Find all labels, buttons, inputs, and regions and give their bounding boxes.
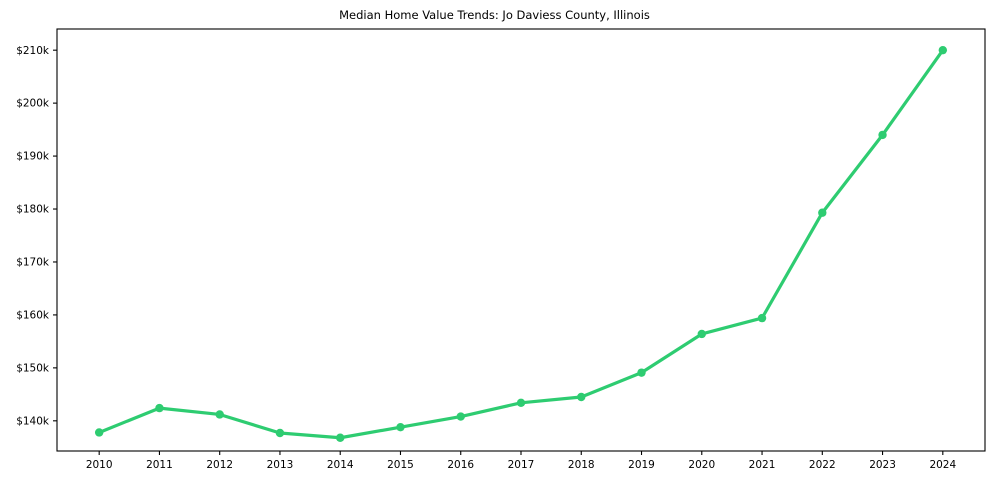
y-tick-label: $170k <box>16 257 50 269</box>
data-point-marker <box>516 398 526 408</box>
data-point-marker <box>637 368 646 377</box>
y-tick-label: $200k <box>16 98 50 110</box>
data-point-marker <box>878 130 887 140</box>
data-point-marker <box>94 428 104 437</box>
data-point-marker <box>818 208 827 217</box>
x-tick-label: 2020 <box>688 459 715 471</box>
x-tick-label: 2014 <box>327 459 354 471</box>
data-point-marker <box>215 410 224 419</box>
x-tick-label: 2021 <box>749 459 776 471</box>
x-tick-label: 2010 <box>86 459 113 471</box>
data-point-marker <box>275 428 285 438</box>
y-tick-label: $180k <box>16 204 50 216</box>
data-point-marker <box>456 412 465 421</box>
x-tick-label: 2012 <box>206 459 233 471</box>
x-tick-label: 2011 <box>146 459 173 471</box>
x-tick-label: 2018 <box>568 459 595 471</box>
x-tick-label: 2024 <box>929 459 956 471</box>
x-tick-label: 2023 <box>869 459 896 471</box>
data-point-marker <box>697 329 706 339</box>
data-point-marker <box>938 45 948 55</box>
data-point-marker <box>396 422 405 432</box>
data-point-marker <box>757 313 767 323</box>
x-tick-label: 2019 <box>628 459 655 471</box>
chart-title: Median Home Value Trends: Jo Daviess Cou… <box>339 8 650 22</box>
y-tick-label: $160k <box>16 310 50 322</box>
y-tick-label: $190k <box>16 151 50 163</box>
plot-area-border <box>56 28 986 452</box>
data-point-marker <box>155 403 164 413</box>
x-tick-label: 2022 <box>809 459 836 471</box>
x-tick-label: 2013 <box>267 459 294 471</box>
x-tick-label: 2017 <box>508 459 535 471</box>
data-point-marker <box>336 433 345 442</box>
y-tick-label: $140k <box>16 415 50 427</box>
x-axis-ticks: 2010 2011 2012 2013 2014 2015 2016 2017 2018 2019… <box>86 451 956 471</box>
y-tick-label: $150k <box>16 362 50 374</box>
y-axis-ticks: $140k $150k $160k $170k $180k $190k $200k $210k <box>16 45 57 427</box>
data-series-layer <box>94 45 948 442</box>
x-tick-label: 2015 <box>387 459 414 471</box>
data-point-marker <box>577 392 586 402</box>
y-tick-label: $210k <box>16 45 50 57</box>
x-tick-label: 2016 <box>447 459 474 471</box>
